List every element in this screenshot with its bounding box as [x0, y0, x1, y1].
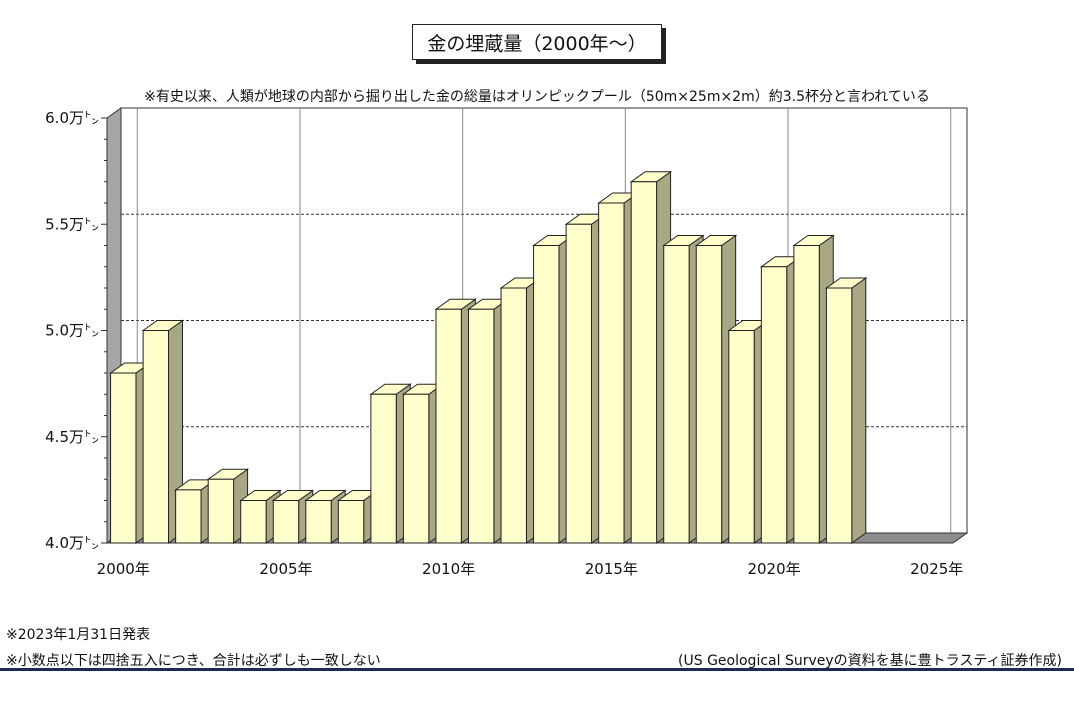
x-tick-label: 2010年: [422, 560, 475, 578]
bar-2000: [110, 372, 137, 544]
chart-title: 金の埋蔵量（2000年～）: [412, 24, 662, 60]
bar-2008: [370, 393, 397, 544]
bar-2005: [272, 500, 300, 544]
bar-2010: [435, 308, 462, 544]
bar-2021: [793, 245, 820, 544]
rounding-note: ※小数点以下は四捨五入につき、合計は必ずしも一致しない: [6, 653, 381, 669]
bar-2015: [598, 202, 625, 544]
x-tick-label: 2025年: [910, 560, 963, 578]
chart-subtitle: ※有史以来、人類が地球の内部から掘り出した金の総量はオリンピックプール（50m×…: [144, 89, 930, 105]
bar-2003: [207, 478, 235, 544]
bar-2018: [695, 245, 723, 544]
bar-2009: [402, 393, 430, 544]
bar-2012: [500, 287, 527, 544]
bar-chart: 6.0万㌧ 5.5万㌧ 5.0万㌧ 4.5万㌧ 4.0万㌧ 2000年 2005年 2010年…: [45, 107, 969, 578]
bar-2011: [468, 308, 495, 544]
y-tick-label: 4.0万㌧: [45, 534, 99, 552]
y-tick-label: 4.5万㌧: [45, 428, 99, 446]
bar-2004: [240, 500, 267, 544]
bar-2014: [565, 223, 592, 544]
source-note: (US Geological Surveyの資料を基に豊トラスティ証券作成): [678, 653, 1062, 669]
bar-2016: [630, 181, 658, 544]
bar-2020: [760, 266, 788, 544]
y-tick-label: 6.0万㌧: [45, 109, 99, 127]
x-tick-label: 2015年: [585, 560, 638, 578]
x-tick-label: 2020年: [747, 560, 800, 578]
y-tick-label: 5.5万㌧: [45, 215, 99, 233]
bar-side: [851, 277, 867, 544]
bar-2002: [175, 489, 202, 544]
bar-2001: [142, 330, 169, 544]
x-tick-label: 2000年: [97, 560, 150, 578]
x-tick-label: 2005年: [259, 560, 312, 578]
bar-2013: [533, 245, 560, 544]
bar-2019: [728, 330, 755, 544]
bar-2007: [337, 500, 365, 544]
release-date-note: ※2023年1月31日発表: [6, 627, 151, 643]
bar-2017: [663, 245, 690, 544]
bar-2006: [305, 500, 332, 544]
bar-2022: [825, 287, 853, 544]
footer-divider: [0, 668, 1074, 671]
y-tick-label: 5.0万㌧: [45, 322, 99, 340]
